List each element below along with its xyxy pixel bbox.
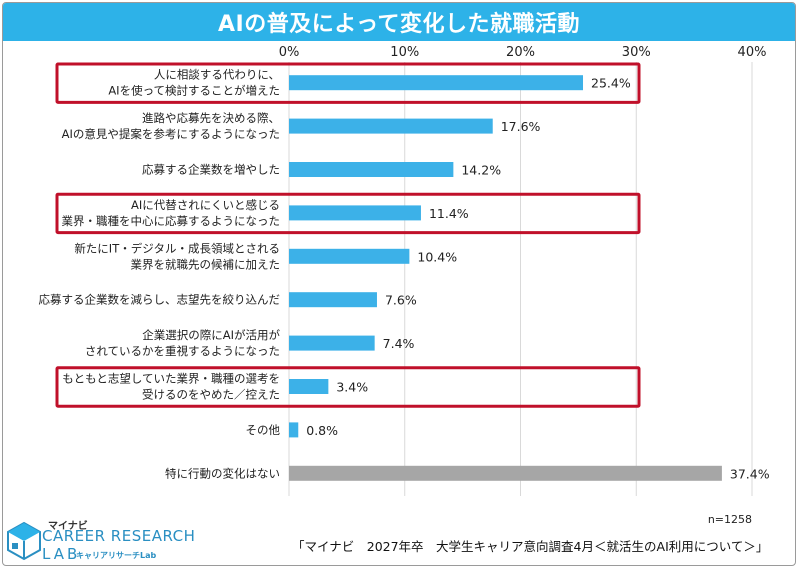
bar	[289, 248, 410, 264]
bar	[289, 118, 493, 134]
category-label: 特に行動の変化はない	[165, 466, 280, 480]
category-label: AIに代替されにくいと感じる業界・職種を中心に応募するようになった	[62, 198, 281, 228]
sample-size-label: n=1258	[707, 513, 752, 526]
bar	[289, 205, 421, 221]
value-label: 11.4%	[429, 206, 469, 221]
value-label: 3.4%	[336, 380, 368, 395]
category-label: 進路や応募先を決める際、 AIの意見や提案を参考にするようになった	[62, 111, 280, 141]
bar	[289, 465, 722, 481]
chart-title: AIの普及によって変化した就職活動	[218, 12, 580, 37]
category-label: その他	[246, 423, 281, 437]
career-research-lab-logo: マイナビ CAREER RESEARCH LAB キャリアリサーチLab	[4, 515, 204, 565]
value-label: 10.4%	[417, 249, 457, 264]
category-label: もともと志望していた業界・職種の選考を受けるのをやめた／控えた	[62, 372, 280, 402]
highlight-box	[55, 192, 641, 235]
bar	[289, 162, 454, 177]
value-label: 37.4%	[730, 466, 770, 481]
title-bar: AIの普及によって変化した就職活動	[3, 3, 795, 41]
value-label: 0.8%	[306, 423, 338, 438]
category-label: 応募する企業数を減らし、志望先を絞り込んだ	[39, 293, 281, 307]
x-tick-label: 0%	[279, 45, 300, 60]
value-label: 25.4%	[591, 76, 631, 91]
x-tick-label: 20%	[506, 45, 535, 60]
source-note: 「マイナビ 2027年卒 大学生キャリア意向調査4月＜就活生のAI利用について＞…	[292, 539, 769, 554]
category-label: 企業選択の際にAIが活用がされているかを重視するようになった	[85, 328, 281, 358]
value-label: 14.2%	[461, 163, 501, 178]
highlight-box	[55, 366, 641, 408]
logo-brand-small: マイナビ	[48, 521, 88, 532]
x-tick-label: 30%	[622, 45, 651, 60]
category-label: 人に相談する代わりに、 AIを使って検討することが増えた	[108, 68, 280, 98]
highlight-box	[55, 62, 641, 104]
bar	[289, 75, 584, 91]
bar	[289, 379, 329, 394]
logo-brand-jp: キャリアリサーチLab	[76, 551, 157, 560]
category-label: 新たにIT・デジタル・成長領域とされる業界を就職先の候補に加えた	[74, 241, 280, 271]
category-label: 応募する企業数を増やした	[142, 163, 280, 177]
logo-cube-icon	[7, 521, 41, 561]
x-tick-label: 40%	[738, 45, 767, 60]
value-label: 17.6%	[501, 119, 541, 134]
logo-brand-main: CAREER RESEARCH	[42, 527, 196, 545]
bar	[289, 335, 375, 351]
value-label: 7.4%	[383, 336, 415, 351]
bar	[289, 292, 377, 308]
value-label: 7.6%	[385, 293, 417, 308]
logo-brand-lab: LAB	[42, 545, 81, 563]
x-tick-label: 10%	[390, 45, 419, 60]
bar	[289, 422, 299, 438]
